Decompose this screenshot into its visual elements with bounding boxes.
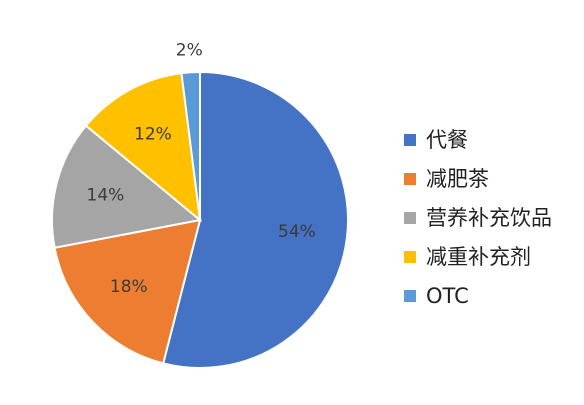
legend-swatch xyxy=(404,134,416,146)
legend-swatch xyxy=(404,251,416,263)
slice-value-label: 14% xyxy=(87,186,125,206)
slice-value-label: 18% xyxy=(110,277,148,297)
legend-swatch xyxy=(404,173,416,185)
pie-slice xyxy=(51,124,203,249)
legend-swatch xyxy=(404,290,416,302)
pie-slice xyxy=(180,70,201,221)
legend-label: 减重补充剂 xyxy=(426,245,531,269)
pie-slices xyxy=(51,70,349,369)
slice-value-label: 2% xyxy=(176,40,203,60)
legend-label: 代餐 xyxy=(426,128,468,152)
pie-slice xyxy=(53,218,202,365)
legend-label: 减肥茶 xyxy=(426,167,489,191)
slice-labels: 54% 18% 14% 12% 2% xyxy=(87,40,316,297)
pie-slice xyxy=(161,70,349,369)
legend-swatch xyxy=(404,212,416,224)
slice-value-label: 54% xyxy=(278,222,316,242)
legend-label: OTC xyxy=(426,284,469,308)
pie-slice xyxy=(84,72,202,223)
slice-value-label: 12% xyxy=(134,124,172,144)
legend-label: 营养补充饮品 xyxy=(426,206,552,230)
